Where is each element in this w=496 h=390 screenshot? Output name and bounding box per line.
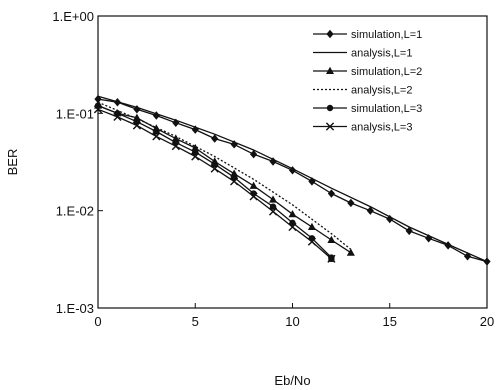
- series-6-point: [152, 132, 161, 141]
- series-1-point: [366, 206, 374, 215]
- series-markers: [93, 94, 491, 266]
- end-point-marker: [328, 255, 335, 262]
- series-1-point: [269, 157, 277, 166]
- series-6-point: [132, 121, 141, 130]
- series-line-4: [97, 101, 352, 250]
- legend-marker-6: [325, 122, 335, 131]
- x-tick-label: 0: [94, 314, 101, 329]
- series-5-point: [153, 128, 160, 135]
- series-1-point: [347, 198, 355, 208]
- series-1-point: [483, 257, 491, 266]
- legend-label-6: analysis,L=3: [351, 122, 412, 134]
- series-1-point: [288, 166, 297, 175]
- axes: 0 5 10 15 20 1.E+00 1.E-01 1.E-02 1.E-03 Eb/No BER: [5, 9, 494, 388]
- series-5-point: [211, 161, 218, 168]
- series-1-point: [444, 241, 452, 250]
- legend-label-3: simulation,L=2: [351, 66, 422, 78]
- series-1-point: [113, 98, 122, 107]
- series-1-point: [386, 214, 394, 224]
- x-marker-stroke: [230, 177, 239, 186]
- legend-label-4: analysis,L=2: [351, 85, 412, 97]
- series-1-point: [250, 150, 258, 159]
- series-1-point: [425, 234, 433, 243]
- series-3-point: [346, 248, 355, 256]
- series-6-point: [249, 192, 258, 201]
- series-3-point: [171, 134, 180, 142]
- series-3-point: [327, 235, 336, 243]
- series-3-point: [269, 195, 278, 203]
- series-1-point: [172, 118, 180, 127]
- legend-marker-5: [326, 104, 334, 112]
- series-line-6: [97, 108, 332, 260]
- y-axis-title: BER: [5, 149, 20, 176]
- series-6-point: [171, 142, 180, 151]
- series-1-point: [211, 134, 219, 143]
- series-6-point: [191, 152, 200, 161]
- y-tick-label: 1.E+00: [52, 9, 94, 24]
- series-3-point: [288, 209, 297, 218]
- series-6-point: [307, 237, 317, 246]
- series-5-point: [269, 203, 277, 210]
- x-marker-stroke: [152, 132, 161, 141]
- legend-marker-3: [326, 66, 334, 74]
- series-1-point: [327, 189, 335, 198]
- x-marker-stroke: [171, 142, 180, 151]
- x-marker-stroke: [191, 152, 200, 161]
- x-marker-stroke: [93, 105, 103, 114]
- x-marker-stroke: [249, 192, 258, 201]
- y-tick-label: 1.E-03: [56, 301, 94, 316]
- series-1-point: [133, 105, 141, 114]
- series-6-point: [210, 164, 219, 173]
- series-6-point: [113, 112, 122, 121]
- series-6-point: [93, 105, 103, 114]
- x-marker-stroke: [113, 112, 122, 121]
- x-marker-stroke: [288, 222, 297, 232]
- y-tick-label: 1.E-01: [56, 106, 94, 121]
- series-3-point: [249, 181, 258, 189]
- x-tick-label: 5: [192, 314, 199, 329]
- series-6-point: [230, 177, 239, 186]
- series-6-point: [288, 222, 297, 232]
- series-3-point: [307, 222, 316, 230]
- series-3-point: [132, 113, 141, 121]
- x-marker-stroke: [268, 207, 278, 216]
- x-tick-label: 15: [383, 314, 397, 329]
- plot-frame: [97, 15, 488, 309]
- x-tick-label: 10: [285, 314, 299, 329]
- series-1-point: [94, 94, 102, 104]
- legend-marker-1: [326, 29, 334, 39]
- series-1-point: [191, 125, 199, 134]
- series-1-point: [308, 177, 316, 186]
- y-tick-label: 1.E-02: [56, 204, 94, 219]
- series-5-point: [308, 235, 316, 242]
- legend-label-1: simulation,L=1: [351, 29, 422, 41]
- x-marker-stroke: [307, 237, 317, 246]
- legend-label-2: analysis,L=1: [351, 48, 412, 60]
- x-marker-stroke: [210, 164, 219, 173]
- series-1-point: [230, 140, 238, 149]
- x-axis-title: Eb/No: [274, 373, 310, 388]
- series-3-point: [191, 143, 200, 152]
- legend: simulation,L=1 analysis,L=1 simulation,L=2…: [313, 29, 422, 134]
- series-1-point: [405, 226, 413, 236]
- series-1-point: [463, 252, 472, 261]
- series-line-5: [97, 104, 332, 258]
- x-marker-stroke: [325, 122, 335, 131]
- x-marker-stroke: [132, 121, 141, 130]
- x-tick-label: 20: [480, 314, 494, 329]
- series-5-point: [192, 148, 199, 156]
- series-6-point: [268, 207, 278, 216]
- series-1-point: [152, 111, 160, 120]
- legend-label-5: simulation,L=3: [351, 103, 422, 115]
